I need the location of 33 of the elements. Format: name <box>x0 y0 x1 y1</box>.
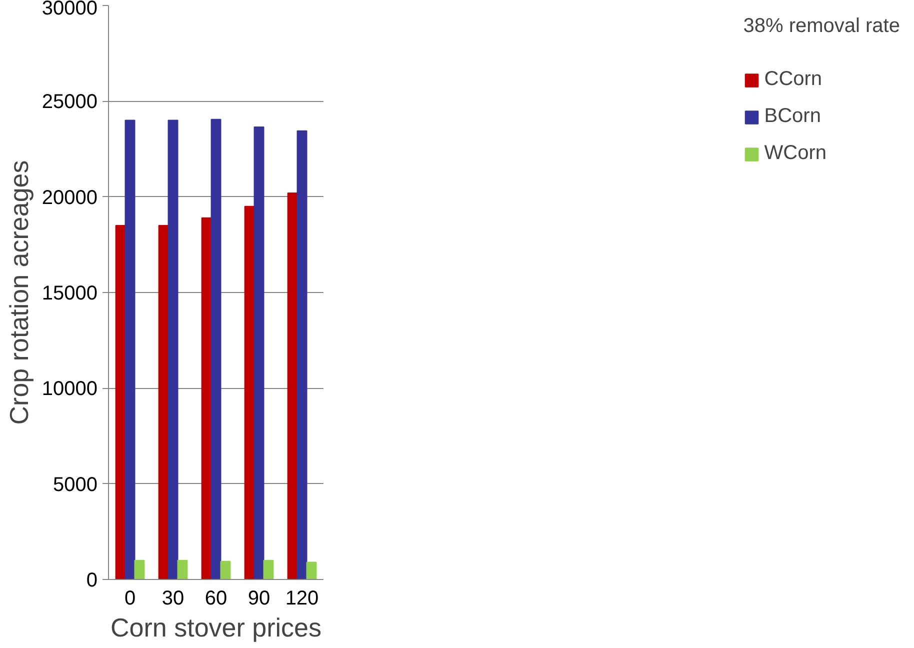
legend-label: CCorn <box>764 68 822 91</box>
x-tick-label: 120 <box>285 588 319 610</box>
y-axis-title: Crop rotation acreages <box>4 160 34 425</box>
y-tick-label: 15000 <box>42 282 98 304</box>
y-tick-label: 5000 <box>53 474 98 496</box>
bar <box>168 120 178 580</box>
bar <box>306 562 317 580</box>
legend-label: BCorn <box>764 105 821 128</box>
bar <box>115 225 126 580</box>
y-tick-label: 10000 <box>42 378 98 400</box>
x-tick-label: 30 <box>162 588 184 610</box>
bar <box>158 225 169 580</box>
x-tick-label: 0 <box>124 588 136 610</box>
bar <box>124 120 136 580</box>
y-tick-label: 0 <box>86 570 98 592</box>
x-tick-label: 90 <box>248 588 270 610</box>
bar <box>134 560 145 580</box>
y-tick-label: 30000 <box>42 0 98 20</box>
bar <box>220 560 231 580</box>
bar <box>177 560 188 580</box>
y-tick-label: 25000 <box>42 91 98 114</box>
bar <box>210 118 222 580</box>
bar <box>201 217 212 580</box>
y-tick-label: 20000 <box>42 186 98 209</box>
bar <box>263 560 274 580</box>
bar <box>254 126 264 580</box>
x-tick-label: 60 <box>204 588 228 610</box>
x-axis-title: Corn stover prices <box>110 612 322 642</box>
bar <box>296 130 308 580</box>
bar <box>287 192 298 580</box>
bar <box>244 206 255 580</box>
legend-title: 38% removal rate <box>743 15 900 38</box>
legend-label: WCorn <box>764 142 826 165</box>
